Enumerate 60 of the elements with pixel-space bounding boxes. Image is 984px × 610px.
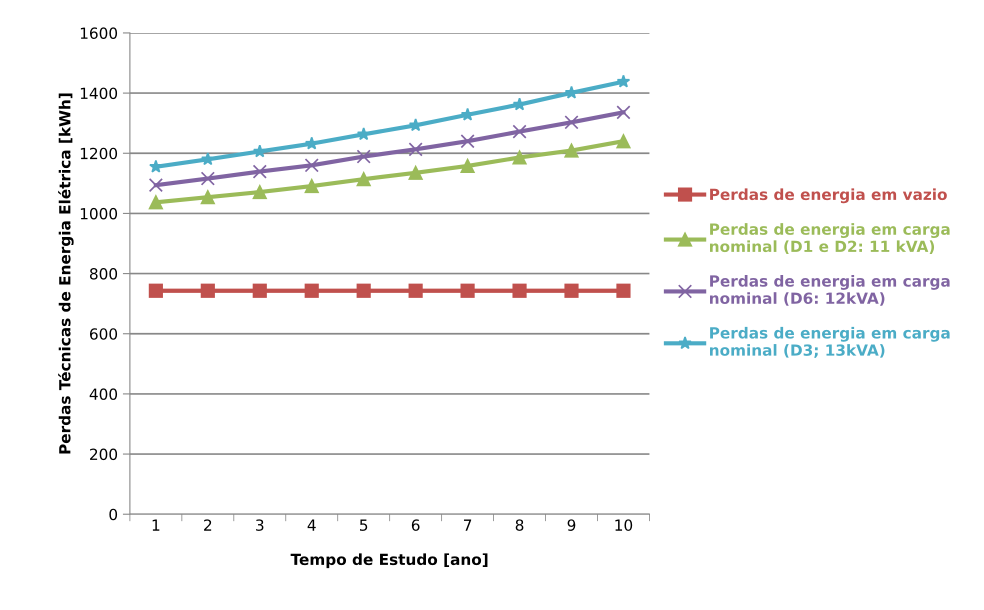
x-tick-label: 2	[204, 519, 212, 531]
point	[252, 144, 267, 158]
point	[356, 127, 370, 140]
point	[304, 284, 319, 298]
point	[252, 184, 267, 200]
point	[148, 195, 163, 210]
y-tick-label: 1600	[80, 27, 118, 39]
point	[200, 190, 215, 204]
point	[460, 284, 475, 298]
legend-label: Perdas de energia em carga nominal (D3; 13kVA)	[710, 326, 950, 358]
point	[564, 115, 579, 130]
legend-label: Perdas de energia em carga nominal (D6: 12kVA)	[710, 274, 950, 306]
y-axis-title: Perdas Técnicas de Energia Elétrica [kWh]	[58, 94, 74, 454]
point	[252, 284, 267, 298]
point	[616, 284, 631, 298]
point	[408, 142, 423, 156]
point	[616, 134, 631, 148]
point	[512, 284, 527, 298]
x-tick-label: 1	[152, 520, 160, 531]
point	[252, 164, 267, 179]
point	[512, 124, 527, 139]
y-tick-label: 600	[90, 328, 118, 340]
y-tick-label: 0	[109, 508, 118, 520]
point	[616, 105, 631, 120]
y-tick-label: 400	[90, 388, 118, 400]
point	[564, 143, 579, 158]
point	[304, 136, 319, 150]
point	[148, 284, 163, 298]
point	[408, 118, 422, 132]
y-tick-label: 800	[90, 268, 118, 280]
point	[148, 178, 163, 192]
point	[356, 284, 371, 298]
point	[304, 178, 319, 194]
point	[460, 134, 475, 148]
x-tick-label: 6	[412, 519, 420, 531]
point	[356, 172, 371, 186]
point	[200, 171, 215, 186]
x-tick-label: 9	[568, 519, 576, 531]
x-tick-label: 5	[360, 520, 368, 531]
legend-label: Perdas de energia em vazio	[710, 188, 947, 204]
point	[200, 284, 215, 298]
y-tick-label: 1000	[80, 208, 118, 220]
x-tick-label: 8	[516, 519, 524, 531]
x-tick-label: 4	[308, 520, 316, 531]
point	[408, 166, 423, 180]
x-tick-label: 10	[615, 519, 632, 531]
y-tick-label: 1400	[80, 88, 118, 100]
point	[564, 284, 579, 298]
x-axis-title: Tempo de Estudo [ano]	[290, 553, 488, 568]
x-tick-label: 3	[256, 519, 264, 531]
point	[408, 284, 423, 298]
point	[304, 158, 319, 172]
point	[616, 74, 630, 88]
legend-label: Perdas de energia em carga nominal (D1 e D2: 11 kVA)	[710, 223, 950, 254]
x-tick-label: 7	[464, 520, 472, 531]
point	[460, 158, 475, 173]
y-tick-label: 200	[90, 448, 118, 460]
y-tick-label: 1200	[80, 148, 118, 160]
point	[356, 149, 371, 164]
point	[512, 150, 527, 165]
